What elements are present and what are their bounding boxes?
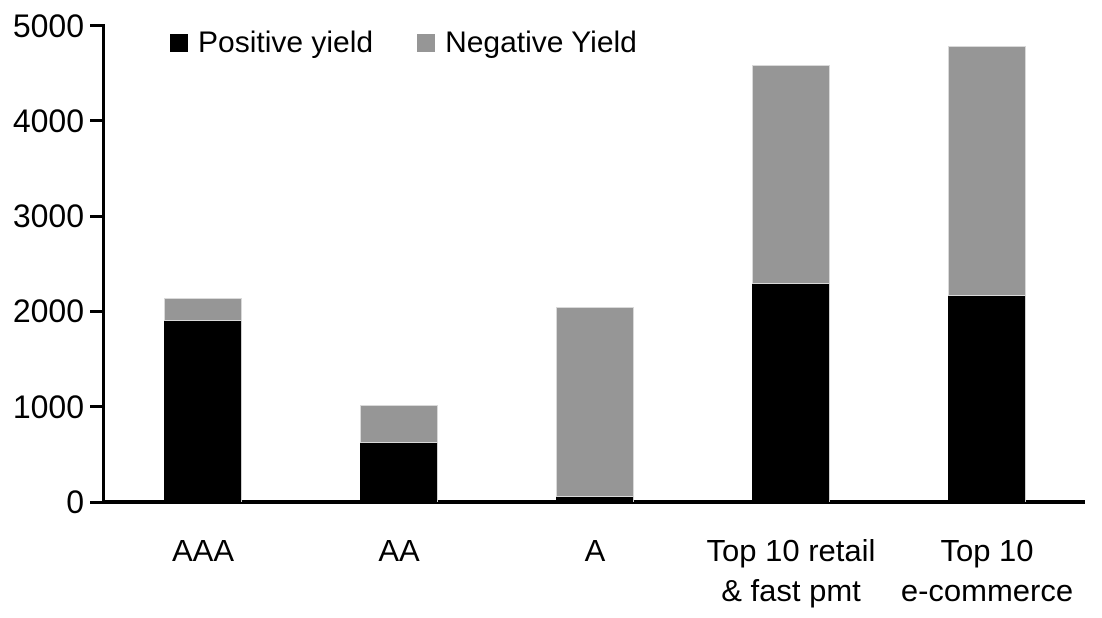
bar-segment-negative-4 (752, 64, 830, 284)
y-axis-tick-label-0: 0 (66, 484, 84, 520)
x-axis-category-label-2: AA (378, 533, 420, 568)
y-axis-tick-2000 (90, 309, 104, 313)
y-axis-tick-label-5000: 5000 (12, 7, 84, 44)
legend-label-positive-yield: Positive yield (198, 26, 374, 59)
bar-segment-negative-1 (164, 298, 242, 321)
bar-segment-positive-2 (360, 442, 438, 502)
x-axis-category-label-4: Top 10 retail & fast pmt (706, 533, 876, 608)
bar-segment-positive-1 (164, 320, 242, 502)
negative-yield-swatch-icon (417, 34, 436, 52)
y-axis-tick-label-1000: 1000 (12, 388, 84, 425)
bar-segment-positive-4 (752, 283, 830, 502)
x-axis-category-label-5: Top 10 e-commerce (900, 533, 1074, 608)
y-axis-tick-5000 (90, 24, 104, 27)
bar-segment-positive-5 (948, 296, 1026, 502)
positive-yield-swatch-icon (170, 34, 188, 52)
y-axis-tick-label-2000: 2000 (12, 293, 84, 330)
bar-segment-negative-2 (360, 404, 438, 443)
bar-segment-negative-3 (556, 306, 634, 498)
bar-segment-positive-3 (556, 497, 634, 502)
x-axis-category-label-1: AAA (171, 533, 235, 568)
y-axis-tick-0 (90, 500, 104, 504)
x-axis-category-label-3: A (584, 533, 606, 568)
y-axis-tick-label-4000: 4000 (12, 102, 84, 139)
legend-label-negative-yield: Negative Yield (445, 26, 637, 59)
x-axis-line (102, 500, 1085, 504)
bar-segment-negative-5 (948, 45, 1026, 297)
y-axis-tick-4000 (90, 119, 104, 123)
y-axis-tick-3000 (90, 214, 104, 218)
chart-legend: Positive yield Negative Yield (170, 26, 637, 60)
legend-item-positive-yield: Positive yield (170, 26, 373, 60)
y-axis-tick-1000 (90, 405, 104, 409)
y-axis-tick-label-3000: 3000 (12, 198, 84, 235)
y-axis-line (102, 24, 105, 504)
legend-item-negative-yield: Negative Yield (417, 26, 637, 60)
